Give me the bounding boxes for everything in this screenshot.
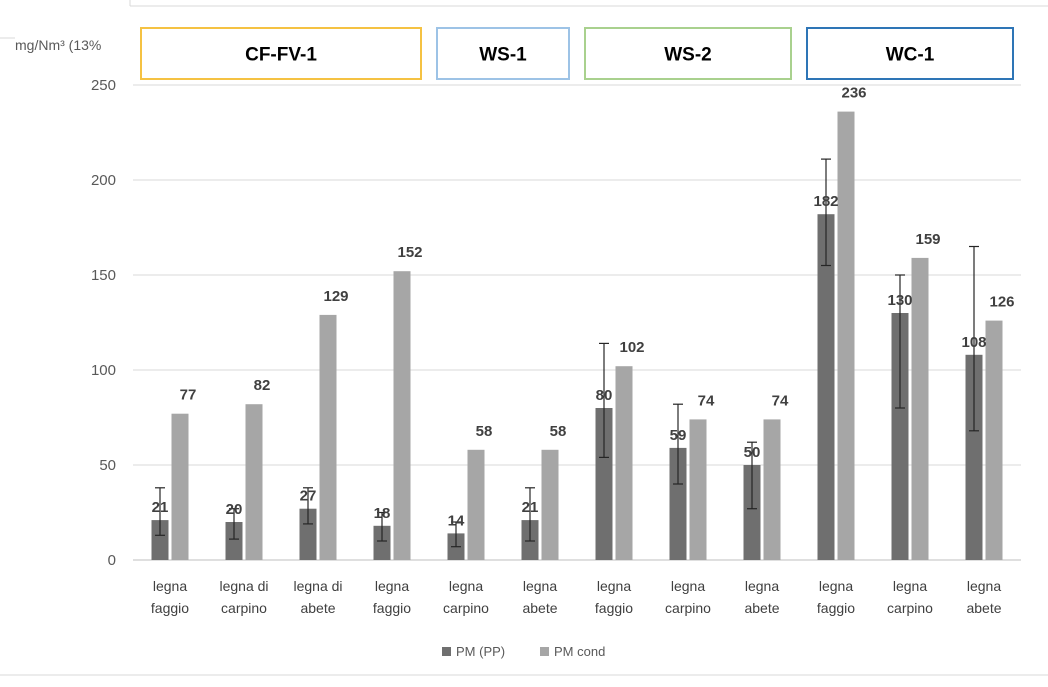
y-axis-unit-label: mg/Nm³ (13%: [15, 37, 101, 53]
x-tick-label: faggio: [595, 600, 633, 616]
bar-pm-pp: [965, 354, 983, 560]
x-tick-label: abete: [966, 600, 1001, 616]
bar-pm-cond: [245, 404, 263, 560]
x-axis-tick-labels: legna faggio legna di carpino legna di abete l…: [151, 578, 1002, 616]
x-tick-label: carpino: [665, 600, 711, 616]
bar-pm-cond: [763, 419, 781, 560]
data-label-pm-pp: 27: [300, 488, 317, 505]
data-label-pm-cond: 159: [915, 231, 940, 248]
x-tick-label: legna: [153, 578, 187, 594]
bar-pm-pp: [669, 447, 687, 560]
x-tick-label: faggio: [817, 600, 855, 616]
bar-pm-cond: [615, 366, 633, 560]
data-label-pm-pp: 130: [887, 292, 912, 309]
bar-pm-cond: [319, 314, 337, 560]
legend-swatch: [442, 647, 451, 656]
x-tick-label: legna di: [219, 578, 268, 594]
x-tick-label: legna: [597, 578, 631, 594]
bar-pm-cond: [541, 449, 559, 560]
bar-pm-cond: [911, 257, 929, 560]
y-tick-label: 250: [91, 77, 116, 94]
x-tick-label: legna: [523, 578, 557, 594]
x-tick-label: abete: [744, 600, 779, 616]
data-label-pm-cond: 74: [772, 392, 789, 409]
y-tick-label: 0: [108, 552, 116, 569]
data-label-pm-cond: 102: [619, 339, 644, 356]
group-box: [806, 27, 1014, 80]
bar-pm-pp: [595, 408, 613, 560]
x-tick-label: faggio: [151, 600, 189, 616]
data-label-pm-pp: 20: [226, 501, 243, 518]
data-label-pm-pp: 182: [813, 193, 838, 210]
x-tick-label: carpino: [221, 600, 267, 616]
data-label-pm-pp: 59: [670, 427, 687, 444]
x-tick-label: legna: [745, 578, 779, 594]
data-label-pm-pp: 50: [744, 444, 761, 461]
y-tick-label: 150: [91, 267, 116, 284]
y-axis-tick-labels: 0 50 100 150 200 250: [91, 77, 116, 569]
y-tick-label: 200: [91, 172, 116, 189]
x-tick-label: abete: [522, 600, 557, 616]
data-labels: 21 77 20 82 27 129 18 152 14 58 21 58 80 102 59 74 50 74 1…: [152, 85, 1015, 530]
group-box: [584, 27, 792, 80]
legend: PM (PP) PM cond: [442, 644, 605, 659]
bar-pm-cond: [467, 449, 485, 560]
data-label-pm-pp: 14: [448, 512, 465, 529]
bar-pm-cond: [985, 320, 1003, 560]
data-label-pm-cond: 152: [397, 244, 422, 261]
y-tick-label: 100: [91, 362, 116, 379]
data-label-pm-pp: 21: [152, 499, 169, 516]
x-tick-label: carpino: [887, 600, 933, 616]
bar-pm-pp: [299, 508, 317, 560]
y-tick-label: 50: [99, 457, 116, 474]
bar-pm-pp: [151, 520, 169, 560]
group-header-boxes: CF-FV-1 WS-1 WS-2 WC-1: [140, 27, 1014, 80]
group-box-label: WS-1: [479, 45, 527, 66]
data-label-pm-pp: 18: [374, 505, 391, 522]
x-tick-label: legna di: [293, 578, 342, 594]
bar-pm-cond: [171, 413, 189, 560]
legend-swatch: [540, 647, 549, 656]
data-label-pm-cond: 77: [180, 387, 197, 404]
data-label-pm-cond: 58: [550, 423, 567, 440]
data-label-pm-cond: 236: [841, 85, 866, 102]
bar-pm-pp: [891, 313, 909, 560]
x-tick-label: legna: [375, 578, 409, 594]
bar-pm-cond: [393, 271, 411, 560]
data-label-pm-pp: 21: [522, 499, 539, 516]
data-label-pm-cond: 58: [476, 423, 493, 440]
gridlines: [133, 84, 1021, 561]
bar-pm-pp: [743, 465, 761, 560]
data-label-pm-pp: 108: [961, 334, 986, 351]
data-label-pm-cond: 129: [323, 288, 348, 305]
legend-label: PM cond: [554, 644, 605, 659]
data-label-pm-pp: 80: [596, 387, 613, 404]
bar-pm-cond: [689, 419, 707, 560]
group-box-label: WS-2: [664, 45, 712, 66]
data-label-pm-cond: 74: [698, 392, 715, 409]
x-tick-label: abete: [300, 600, 335, 616]
group-box: [436, 27, 570, 80]
x-tick-label: legna: [819, 578, 853, 594]
x-tick-label: legna: [671, 578, 705, 594]
bar-pm-pp: [373, 525, 391, 560]
data-label-pm-cond: 126: [989, 294, 1014, 311]
bar-pm-pp: [225, 522, 243, 560]
x-tick-label: legna: [967, 578, 1001, 594]
group-box-label: WC-1: [886, 45, 935, 66]
legend-label: PM (PP): [456, 644, 505, 659]
bar-pm-cond: [837, 111, 855, 560]
x-tick-label: faggio: [373, 600, 411, 616]
group-box-label: CF-FV-1: [245, 45, 317, 66]
group-box: [140, 27, 422, 80]
data-label-pm-cond: 82: [254, 377, 271, 394]
x-tick-label: legna: [449, 578, 483, 594]
x-tick-label: legna: [893, 578, 927, 594]
bars: [151, 111, 1003, 560]
error-bars: [155, 158, 979, 548]
bar-pm-pp: [817, 214, 835, 560]
x-tick-label: carpino: [443, 600, 489, 616]
